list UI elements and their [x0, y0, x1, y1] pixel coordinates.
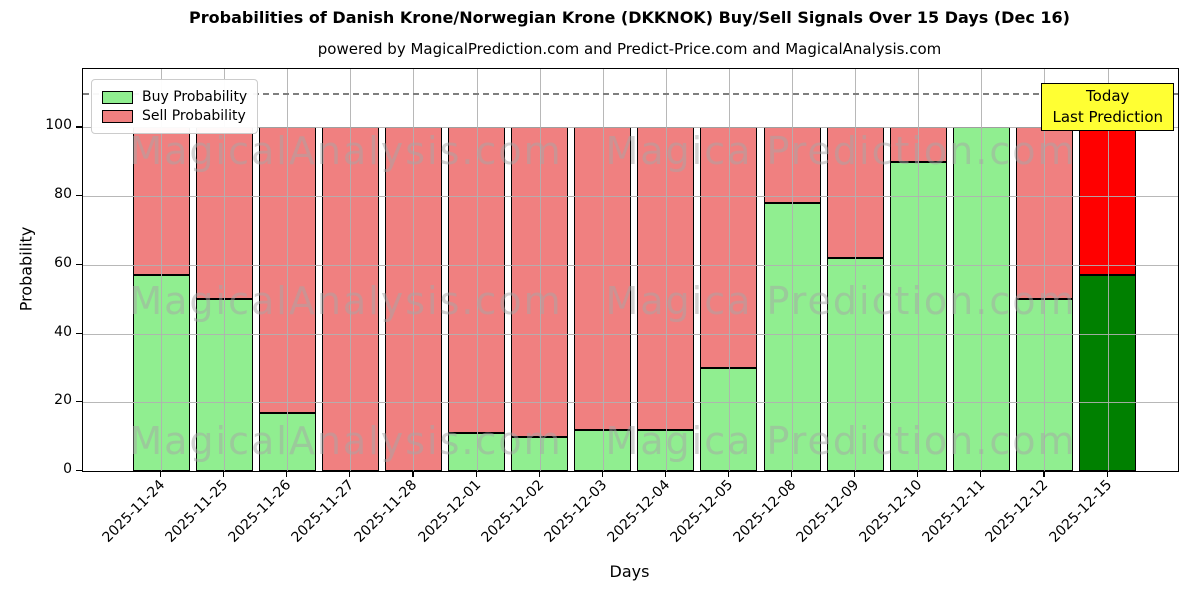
watermark-right: Magica Prediction.com — [605, 419, 1077, 463]
legend: Buy Probability Sell Probability — [91, 79, 259, 134]
x-tick-mark — [727, 471, 730, 477]
chart-title: Probabilities of Danish Krone/Norwegian … — [189, 8, 1070, 27]
y-tick-label: 40 — [54, 323, 72, 340]
y-tick-label: 80 — [54, 186, 72, 203]
chart-subtitle: powered by MagicalPrediction.com and Pre… — [317, 40, 942, 58]
plot-area: MagicalAnalysis.com Magica Prediction.com… — [82, 68, 1179, 472]
x-tick-mark — [791, 471, 793, 477]
x-tick-mark — [538, 471, 540, 477]
x-tick-mark — [412, 471, 414, 477]
y-tick-label: 100 — [45, 117, 72, 134]
x-tick-mark — [349, 471, 351, 477]
annotation-line-2: Last Prediction — [1052, 108, 1163, 126]
y-tick-mark — [76, 263, 82, 266]
watermark-left: MagicalAnalysis.com — [129, 279, 563, 323]
legend-label-buy: Buy Probability — [142, 89, 248, 105]
x-tick-mark — [664, 471, 666, 477]
sell-swatch-icon — [102, 109, 133, 123]
x-tick-mark — [1106, 471, 1108, 477]
watermark-right: Magica Prediction.com — [605, 129, 1077, 173]
v-gridline — [981, 69, 983, 471]
h-gridline — [83, 264, 1178, 266]
h-gridline — [83, 127, 1178, 129]
v-gridline — [855, 69, 857, 471]
h-gridline — [83, 333, 1178, 335]
v-gridline — [224, 69, 226, 471]
x-tick-mark — [854, 471, 856, 477]
watermark-left: MagicalAnalysis.com — [129, 419, 563, 463]
h-gridline — [83, 196, 1178, 198]
y-tick-mark — [76, 470, 82, 472]
watermark-right: Magica Prediction.com — [605, 279, 1077, 323]
today-annotation: Today Last Prediction — [1041, 83, 1174, 131]
legend-item-buy: Buy Probability — [102, 89, 247, 105]
v-gridline — [287, 69, 289, 471]
x-tick-mark — [475, 471, 477, 477]
threshold-dashed-line — [83, 93, 1178, 95]
x-tick-mark — [917, 471, 919, 477]
y-tick-label: 20 — [54, 392, 72, 409]
v-gridline — [350, 69, 352, 471]
v-gridline — [728, 69, 730, 471]
v-gridline — [792, 69, 793, 471]
v-gridline — [602, 69, 604, 471]
buy-swatch-icon — [102, 90, 133, 104]
x-axis-label: Days — [609, 562, 650, 581]
v-gridline — [665, 69, 667, 471]
y-tick-label: 0 — [63, 461, 72, 477]
v-gridline — [539, 69, 541, 471]
x-tick-mark — [286, 471, 288, 477]
v-gridline — [918, 69, 920, 471]
x-tick-mark — [601, 471, 603, 477]
y-tick-mark — [76, 126, 82, 128]
x-tick-mark — [223, 471, 225, 477]
v-gridline — [1044, 69, 1046, 471]
v-gridline — [476, 69, 478, 471]
x-tick-mark — [160, 471, 162, 477]
legend-item-sell: Sell Probability — [102, 108, 247, 124]
annotation-line-1: Today — [1086, 87, 1130, 105]
legend-label-sell: Sell Probability — [142, 108, 246, 124]
v-gridline — [1107, 69, 1109, 471]
v-gridline — [161, 69, 162, 471]
y-tick-mark — [76, 401, 82, 403]
h-gridline — [83, 402, 1178, 404]
x-tick-mark — [980, 471, 982, 477]
y-tick-mark — [76, 332, 82, 334]
y-tick-mark — [76, 195, 82, 197]
y-tick-label: 60 — [54, 254, 72, 271]
watermark-left: MagicalAnalysis.com — [129, 129, 563, 173]
v-gridline — [413, 69, 415, 471]
x-tick-mark — [1043, 471, 1045, 477]
